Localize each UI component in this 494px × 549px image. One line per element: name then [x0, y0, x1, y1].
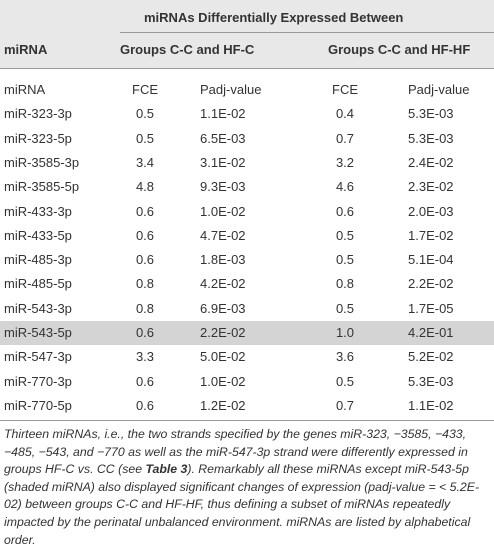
table-cell: 0.6	[335, 203, 355, 219]
table-cell: 0.5	[335, 300, 355, 316]
header-title: miRNAs Differentially Expressed Between	[144, 10, 404, 25]
table-cell: 5.2E-02	[408, 349, 454, 365]
table-cell: 1.0	[335, 325, 355, 340]
table-cell: miR-770-5p	[4, 397, 72, 413]
table-cell: 1.0E-02	[200, 203, 246, 219]
table-cell: 4.2E-02	[200, 276, 246, 292]
table-cell: Padj-value	[200, 82, 262, 97]
table-cell: 2.3E-02	[408, 179, 454, 195]
table-cell: 3.4	[135, 154, 155, 170]
table-cell: 0.7	[335, 130, 355, 146]
table-cell: 0.6	[135, 203, 155, 219]
table-cell: miR-485-5p	[4, 276, 72, 292]
header-band	[0, 0, 494, 68]
table-cell: Padj-value	[408, 82, 470, 97]
table-cell: 0.6	[135, 373, 155, 389]
header-rule	[120, 32, 494, 33]
footnote: Thirteen miRNAs, i.e., the two strands s…	[4, 426, 492, 549]
table-cell: miR-547-3p	[4, 349, 72, 365]
table-cell: 4.8	[135, 179, 155, 195]
table-cell: 5.3E-03	[408, 106, 454, 122]
table-cell: 0.6	[135, 252, 155, 268]
table-cell: 1.2E-02	[200, 397, 246, 413]
table-rule	[0, 420, 494, 421]
table-rule	[0, 68, 494, 69]
table-cell: 1.8E-03	[200, 252, 246, 268]
table-cell: 4.7E-02	[200, 227, 246, 243]
highlight-row	[0, 321, 494, 345]
table-cell: 0.5	[335, 373, 355, 389]
table-cell: 1.7E-02	[408, 227, 454, 243]
table-cell: FCE	[132, 82, 158, 97]
table-cell: 0.7	[335, 397, 355, 413]
table-cell: 5.1E-04	[408, 252, 454, 268]
table-cell: 0.4	[335, 106, 355, 122]
table-cell: 3.1E-02	[200, 154, 246, 170]
table-cell: 6.5E-03	[200, 130, 246, 146]
table-cell: 6.9E-03	[200, 300, 246, 316]
table-cell: 3.6	[335, 349, 355, 365]
table-cell: 0.8	[335, 276, 355, 292]
table-cell: miR-323-3p	[4, 106, 72, 122]
footnote-text: Table 3	[145, 462, 188, 477]
table-cell: miRNA	[4, 82, 46, 97]
table-cell: miR-3585-3p	[4, 154, 80, 170]
table-cell: 2.0E-03	[408, 203, 454, 219]
column-group: Groups C-C and HF-HF	[328, 42, 471, 57]
table-cell: miR-543-3p	[4, 300, 72, 316]
table-cell: 2.2E-02	[408, 276, 454, 292]
table-cell: 3.3	[135, 349, 155, 365]
table-cell: 1.1E-02	[408, 397, 454, 413]
table-cell: 0.6	[135, 325, 155, 340]
table-cell: 3.2	[335, 154, 355, 170]
table-cell: 0.6	[135, 397, 155, 413]
table-cell: miR-323-5p	[4, 130, 72, 146]
table-cell: 2.2E-02	[200, 325, 246, 340]
table-cell: miR-485-3p	[4, 252, 72, 268]
table-cell: 5.3E-03	[408, 130, 454, 146]
table-cell: 5.3E-03	[408, 373, 454, 389]
table-cell: 4.6	[335, 179, 355, 195]
table-cell: 4.2E-01	[408, 325, 454, 340]
table-cell: 0.5	[335, 252, 355, 268]
table-cell: 5.0E-02	[200, 349, 246, 365]
column-group: Groups C-C and HF-C	[120, 42, 255, 57]
table-cell: 0.6	[135, 227, 155, 243]
table-cell: 0.8	[135, 276, 155, 292]
table-cell: 0.5	[135, 130, 155, 146]
table-cell: FCE	[332, 82, 358, 97]
table-cell: miR-433-3p	[4, 203, 72, 219]
table-cell: 2.4E-02	[408, 154, 454, 170]
table-cell: 0.5	[335, 227, 355, 243]
table-cell: 0.8	[135, 300, 155, 316]
footnote-text: Thirteen miRNAs, i.e., the two strands s…	[4, 427, 468, 477]
column-group: miRNA	[4, 42, 48, 57]
table-cell: miR-433-5p	[4, 227, 72, 243]
table-cell: miR-770-3p	[4, 373, 72, 389]
table-cell: miR-3585-5p	[4, 179, 80, 195]
table-cell: 1.0E-02	[200, 373, 246, 389]
table-cell: 0.5	[135, 106, 155, 122]
footnote-text: ). Remarkably all these miRNAs except mi…	[4, 462, 480, 547]
table-cell: 1.1E-02	[200, 106, 246, 122]
table-cell: 9.3E-03	[200, 179, 246, 195]
table-cell: 1.7E-05	[408, 300, 454, 316]
table-cell: miR-543-5p	[4, 325, 72, 340]
